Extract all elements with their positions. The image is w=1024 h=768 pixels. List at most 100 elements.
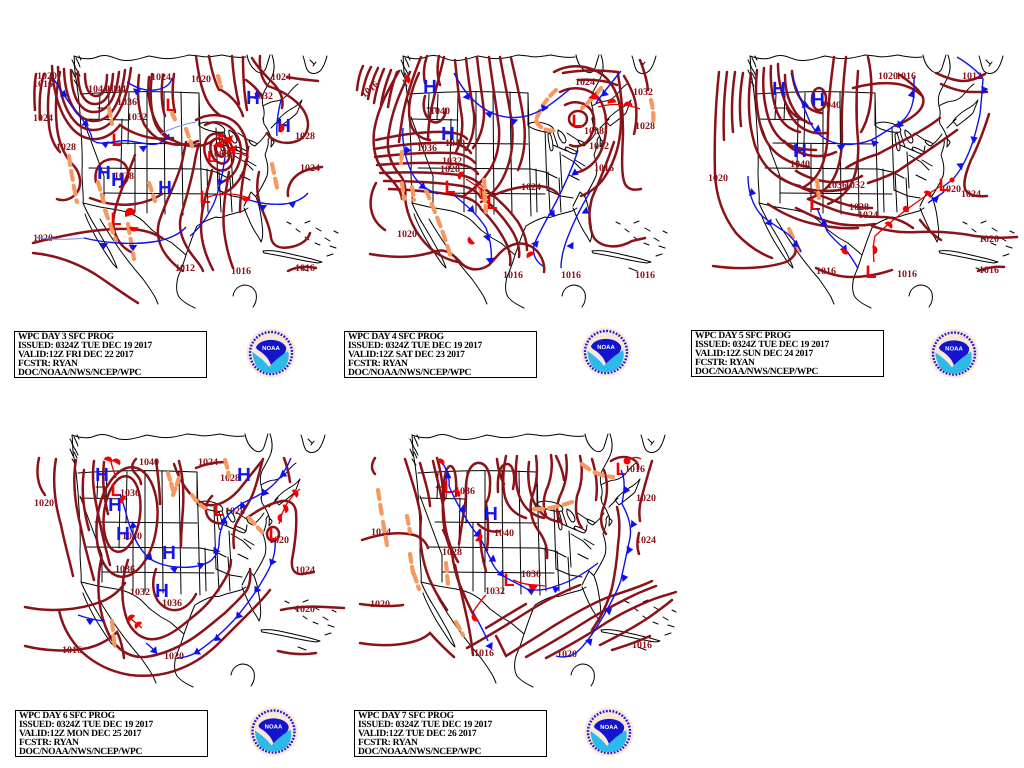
- svg-text:1016: 1016: [897, 269, 917, 280]
- svg-text:1044: 1044: [106, 84, 126, 95]
- svg-text:L: L: [111, 209, 122, 229]
- svg-text:1020: 1020: [191, 74, 211, 85]
- svg-text:1040: 1040: [821, 100, 841, 111]
- svg-text:1012: 1012: [962, 71, 982, 82]
- svg-text:H: H: [423, 77, 437, 98]
- svg-text:1020: 1020: [636, 493, 656, 504]
- svg-text:1016: 1016: [816, 266, 836, 277]
- svg-text:1016: 1016: [474, 648, 494, 659]
- svg-text:H: H: [111, 170, 125, 191]
- svg-text:1012: 1012: [589, 141, 609, 152]
- svg-text:H: H: [108, 495, 122, 516]
- svg-text:1020: 1020: [878, 71, 898, 82]
- svg-text:1016: 1016: [896, 71, 916, 82]
- svg-text:1016: 1016: [33, 79, 53, 90]
- svg-text:1020: 1020: [295, 604, 315, 615]
- svg-text:1032: 1032: [253, 91, 273, 102]
- svg-text:1024: 1024: [33, 113, 53, 124]
- svg-text:1028: 1028: [295, 131, 315, 142]
- svg-text:1040: 1040: [122, 531, 142, 542]
- svg-text:1016: 1016: [632, 640, 652, 651]
- svg-text:H: H: [793, 141, 807, 162]
- svg-text:1016: 1016: [62, 645, 82, 656]
- svg-text:1016: 1016: [979, 265, 999, 276]
- svg-text:1024: 1024: [575, 77, 595, 88]
- svg-text:1036: 1036: [455, 486, 475, 497]
- svg-text:H: H: [246, 88, 260, 109]
- svg-text:L: L: [445, 177, 456, 197]
- svg-text:1040: 1040: [445, 138, 465, 149]
- svg-text:1028: 1028: [849, 202, 869, 213]
- svg-text:H: H: [772, 79, 786, 100]
- svg-text:1036: 1036: [117, 97, 137, 108]
- svg-text:H: H: [97, 163, 111, 184]
- svg-text:1032: 1032: [130, 587, 150, 598]
- svg-text:1036: 1036: [162, 598, 182, 609]
- svg-text:1028: 1028: [56, 142, 76, 153]
- svg-text:H: H: [484, 504, 498, 525]
- svg-text:1028: 1028: [440, 164, 460, 175]
- svg-text:H: H: [95, 465, 109, 486]
- svg-text:1024: 1024: [300, 163, 320, 174]
- svg-text:L: L: [207, 149, 217, 166]
- svg-text:1016: 1016: [561, 270, 581, 281]
- svg-text:1024: 1024: [521, 182, 541, 193]
- svg-text:1020: 1020: [979, 234, 999, 245]
- svg-text:L: L: [866, 262, 877, 282]
- svg-text:1020: 1020: [557, 649, 577, 660]
- svg-text:1040: 1040: [139, 457, 159, 468]
- svg-text:1028: 1028: [225, 506, 245, 517]
- svg-text:1028: 1028: [114, 171, 134, 182]
- svg-text:1036: 1036: [120, 488, 140, 499]
- svg-text:1032: 1032: [485, 586, 505, 597]
- svg-text:L: L: [487, 193, 498, 213]
- svg-text:L: L: [112, 130, 123, 150]
- svg-text:1016: 1016: [594, 163, 614, 174]
- svg-text:H: H: [155, 581, 169, 602]
- svg-text:1024: 1024: [961, 189, 981, 200]
- svg-text:1040: 1040: [494, 528, 514, 539]
- svg-text:L: L: [269, 524, 280, 544]
- svg-text:1036: 1036: [827, 180, 847, 191]
- svg-text:1024: 1024: [636, 535, 656, 546]
- svg-text:L: L: [111, 480, 122, 500]
- svg-text:H: H: [158, 178, 172, 199]
- svg-text:1020: 1020: [269, 535, 289, 546]
- svg-text:H: H: [811, 90, 825, 111]
- svg-text:1024: 1024: [371, 527, 391, 538]
- svg-text:H: H: [237, 465, 251, 486]
- svg-text:1016: 1016: [625, 464, 645, 475]
- svg-text:L: L: [572, 111, 583, 131]
- svg-text:1016: 1016: [295, 263, 315, 274]
- svg-text:1020: 1020: [34, 498, 54, 509]
- svg-text:1020: 1020: [164, 651, 184, 662]
- svg-text:H: H: [162, 543, 176, 564]
- svg-text:1028: 1028: [442, 547, 462, 558]
- svg-text:1024: 1024: [151, 72, 171, 83]
- svg-text:1020: 1020: [941, 184, 961, 195]
- svg-text:L: L: [214, 500, 225, 520]
- svg-text:L: L: [939, 175, 950, 195]
- svg-text:1016: 1016: [503, 270, 523, 281]
- svg-text:1040: 1040: [790, 159, 810, 170]
- svg-text:1016: 1016: [635, 270, 655, 281]
- svg-text:1032: 1032: [633, 87, 653, 98]
- svg-text:1044: 1044: [88, 84, 108, 95]
- svg-text:1032: 1032: [442, 156, 462, 167]
- svg-text:1020: 1020: [370, 599, 390, 610]
- svg-text:H: H: [116, 524, 130, 545]
- svg-text:1024: 1024: [295, 565, 315, 576]
- svg-text:1032: 1032: [127, 112, 147, 123]
- svg-text:L: L: [810, 194, 821, 214]
- svg-text:1020: 1020: [708, 173, 728, 184]
- svg-text:H: H: [441, 124, 455, 145]
- svg-text:1028: 1028: [635, 121, 655, 132]
- svg-text:1008: 1008: [209, 149, 229, 160]
- svg-text:1040: 1040: [430, 106, 450, 117]
- svg-text:1036: 1036: [417, 143, 437, 154]
- svg-text:1024: 1024: [858, 210, 878, 221]
- svg-text:1036: 1036: [521, 569, 541, 580]
- svg-text:L: L: [616, 459, 627, 479]
- svg-text:1020: 1020: [397, 229, 417, 240]
- svg-text:1008: 1008: [584, 126, 604, 137]
